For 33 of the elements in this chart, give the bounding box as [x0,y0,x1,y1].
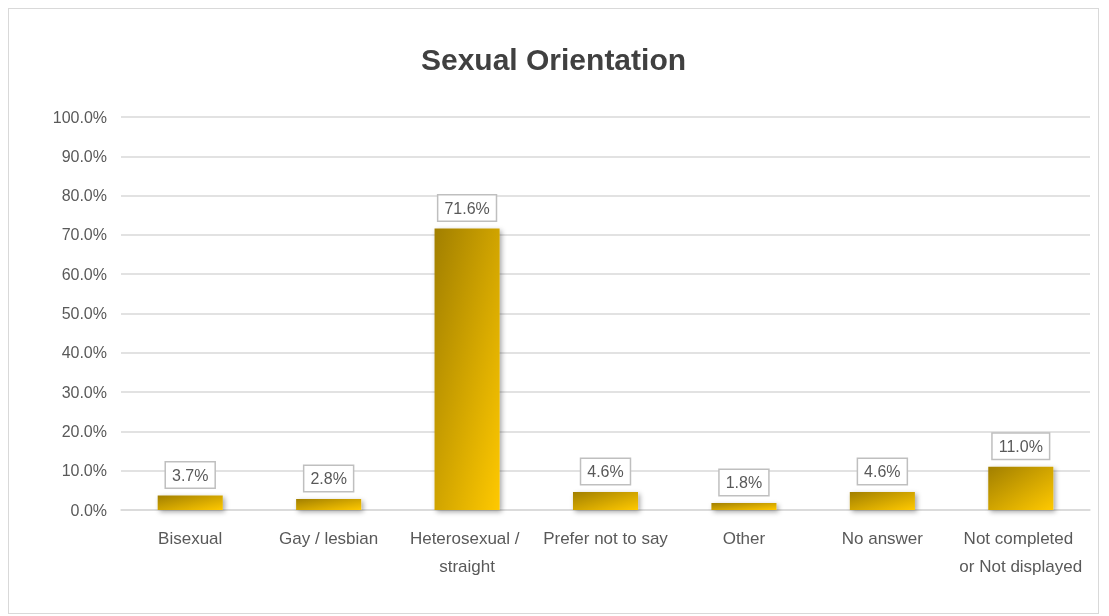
y-tick-label: 50.0% [61,305,107,322]
x-tick-label: Not completed or Not displayed [959,528,1083,576]
bar [849,491,915,510]
chart-title: Sexual Orientation [420,42,687,76]
data-label: 71.6% [444,200,490,218]
x-tick-label: Bisexual [158,528,223,548]
y-tick-label: 100.0% [52,108,107,126]
y-tick-label: 90.0% [61,147,107,165]
data-label: 3.7% [171,466,209,484]
x-tick-label: Heterosexual / straight [409,528,525,576]
bar [988,466,1054,510]
bar [711,502,777,510]
data-label: 1.8% [725,474,763,492]
y-tick-label: 40.0% [61,344,107,362]
y-tick-label: 30.0% [61,383,107,401]
data-label: 4.6% [864,463,901,481]
data-label: 11.0% [998,438,1043,456]
y-tick-label: 10.0% [61,462,107,480]
y-tick-label: 80.0% [61,187,107,205]
y-tick-label: 0.0% [70,501,107,519]
x-tick-label: Other [722,528,766,548]
bar [296,499,362,510]
y-tick-label: 20.0% [61,422,107,440]
bar [157,495,223,510]
x-tick-label: Gay / lesbian [279,528,379,548]
x-tick-label: Prefer not to say [543,528,669,548]
bar [572,491,639,510]
data-label: 4.6% [587,463,624,481]
y-tick-label: 60.0% [61,265,107,283]
bar [434,228,500,510]
data-label: 2.8% [310,470,347,488]
x-tick-label: No answer [841,528,924,548]
y-tick-label: 70.0% [61,226,107,244]
